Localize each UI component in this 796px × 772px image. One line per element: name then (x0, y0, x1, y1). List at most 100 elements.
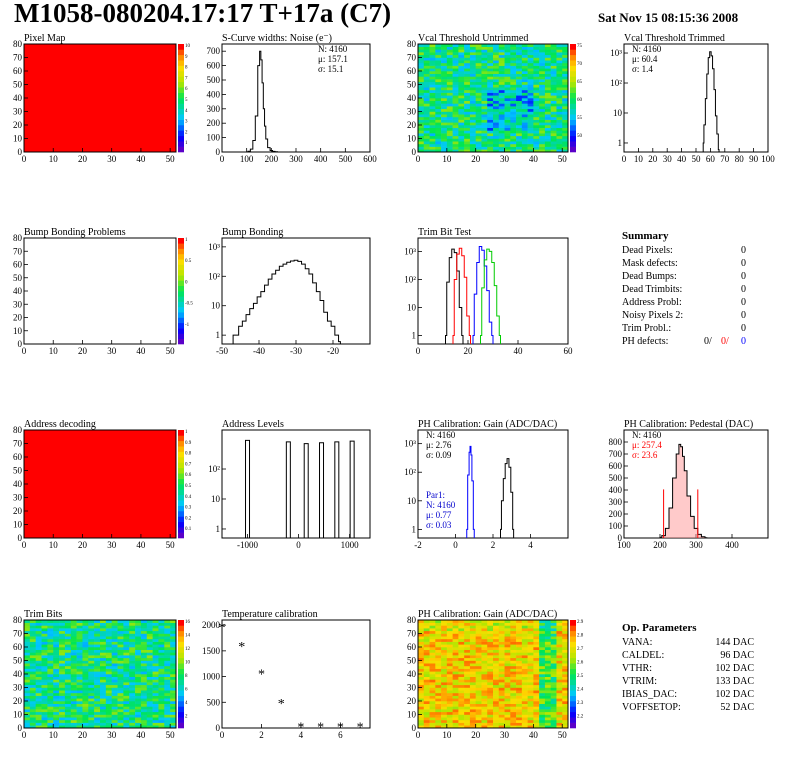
heatmap-cell (64, 725, 72, 729)
heatmap-cell (129, 690, 136, 694)
heatmap-cell (452, 644, 459, 648)
heatmap-cell (498, 108, 505, 112)
heatmap-cell (435, 116, 442, 120)
heatmap-cell (556, 671, 563, 675)
plot-frame (23, 237, 177, 345)
heatmap-cell (146, 641, 153, 645)
palette-cell (178, 280, 184, 286)
heatmap-cell (135, 711, 142, 715)
heatmap-cell (418, 703, 425, 707)
heatmap-cell (164, 636, 171, 640)
heatmap-cell (533, 52, 540, 56)
heatmap-cell (41, 665, 48, 669)
heatmap-cell (469, 725, 476, 729)
heatmap-cell (441, 701, 448, 704)
heatmap-cell (105, 660, 112, 664)
heatmap-cell (550, 46, 557, 50)
heatmap-cell (521, 111, 528, 115)
x-tick-label: 10 (442, 154, 452, 164)
heatmap-cell (441, 79, 448, 83)
heatmap-cell (418, 84, 425, 88)
heatmap-cell (129, 698, 136, 702)
heatmap-cell (544, 138, 551, 142)
heatmap-cell (76, 652, 83, 656)
x-tick-label: 400 (725, 540, 739, 550)
heatmap-cell (435, 141, 442, 145)
heatmap-cell (418, 49, 425, 53)
heatmap-cell (475, 52, 482, 56)
palette-cell (178, 457, 184, 463)
heatmap-cell (70, 725, 77, 729)
palette-tick-label: 3 (185, 120, 188, 125)
histogram-series (466, 445, 475, 538)
heatmap-cell (117, 655, 124, 659)
heatmap-cell (487, 695, 494, 699)
heatmap-cell (105, 725, 112, 729)
stat-line: μ: 2.76 (426, 440, 452, 450)
heatmap-cell (135, 684, 142, 688)
heatmap-cell (533, 663, 540, 667)
heatmap-cell (521, 62, 528, 66)
palette-cell (570, 625, 576, 632)
heatmap-cell (487, 68, 494, 72)
heatmap-cell (24, 674, 31, 677)
heatmap-cell (493, 719, 500, 723)
heatmap-cell (510, 114, 517, 118)
heatmap-cell (47, 663, 54, 667)
heatmap-cell (493, 71, 500, 74)
heatmap-cell (504, 98, 511, 101)
heatmap-cell (544, 103, 551, 107)
heatmap-cell (146, 676, 153, 680)
heatmap-cell (170, 722, 177, 726)
heatmap-cell (521, 46, 528, 50)
heatmap-cell (135, 630, 142, 634)
y-tick-label: 1 (216, 524, 221, 534)
heatmap-cell (562, 141, 569, 145)
heatmap-cell (140, 630, 148, 634)
heatmap-cell (452, 706, 459, 710)
heatmap-cell (117, 717, 124, 721)
heatmap-cell (452, 679, 459, 683)
heatmap-cell (47, 660, 54, 664)
heatmap-cell (539, 649, 546, 653)
heatmap-cell (435, 103, 442, 107)
heatmap-cell (487, 690, 494, 694)
palette-cell (178, 98, 184, 104)
heatmap-cell (53, 641, 60, 645)
heatmap-cell (493, 706, 500, 710)
heatmap-cell (481, 665, 488, 669)
y-tick-label: 100 (207, 133, 221, 143)
heatmap-cell (117, 665, 124, 669)
heatmap-cell (510, 79, 517, 83)
heatmap-cell (24, 663, 31, 667)
heatmap-cell (418, 660, 425, 664)
heatmap-cell (521, 122, 528, 126)
heatmap-cell (516, 676, 523, 680)
heatmap-cell (423, 119, 430, 123)
heatmap-cell (562, 122, 569, 126)
heatmap-cell (429, 663, 436, 667)
heatmap-cell (452, 722, 459, 726)
heatmap-cell (164, 663, 171, 667)
heatmap-cell (59, 630, 66, 634)
y-tick-label: 20 (13, 696, 23, 706)
palette-tick-label: 2.9 (577, 620, 584, 625)
heatmap-cell (487, 73, 494, 77)
heatmap-cell (35, 655, 42, 659)
palette-tick-label: 2.4 (577, 688, 584, 693)
heatmap-cell (481, 138, 488, 142)
heatmap-cell (64, 695, 72, 699)
heatmap-cell (152, 655, 159, 659)
heatmap-cell (562, 79, 569, 83)
heatmap-cell (24, 671, 31, 675)
heatmap-cell (504, 49, 511, 53)
heatmap-cell (493, 657, 500, 661)
heatmap-cell (562, 687, 569, 691)
heatmap-cell (435, 628, 442, 632)
x-tick-label: 40 (136, 540, 146, 550)
heatmap-cell (123, 620, 130, 623)
heatmap-cell (117, 701, 124, 704)
heatmap-cell (70, 647, 77, 650)
heatmap-cell (493, 641, 500, 645)
heatmap-cell (94, 652, 101, 656)
